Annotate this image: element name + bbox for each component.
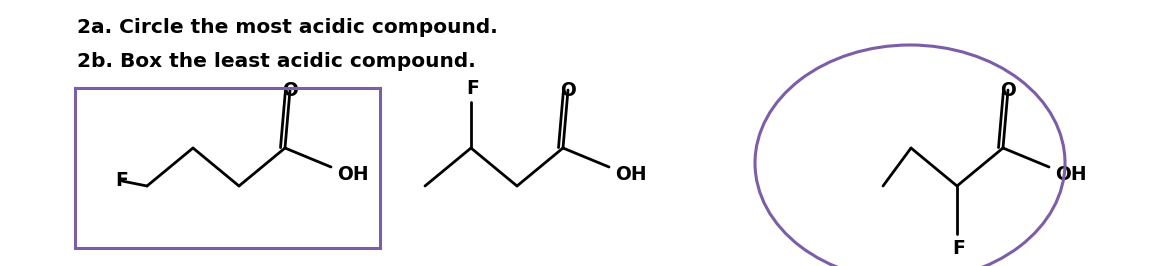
Text: 2a. Circle the most acidic compound.: 2a. Circle the most acidic compound. [77, 18, 497, 37]
Text: OH: OH [337, 165, 369, 185]
Text: OH: OH [615, 165, 647, 185]
Bar [75, 88, 380, 248]
Text: OH: OH [1055, 165, 1087, 185]
Text: F: F [467, 78, 480, 98]
Text: 2b. Box the least acidic compound.: 2b. Box the least acidic compound. [77, 52, 476, 71]
Text: O: O [560, 81, 576, 99]
Text: O: O [1000, 81, 1016, 99]
Text: F: F [952, 239, 965, 257]
Text: O: O [282, 81, 298, 99]
Text: F: F [116, 172, 129, 190]
